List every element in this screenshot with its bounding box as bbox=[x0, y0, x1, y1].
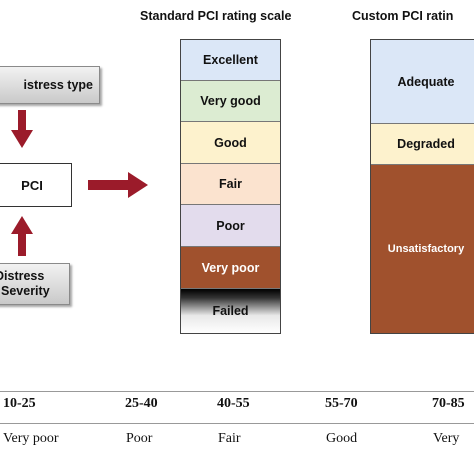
pci-box: PCI bbox=[0, 163, 72, 207]
rating-very-good: Very good bbox=[181, 81, 280, 122]
range-3: 40-55 bbox=[217, 396, 250, 411]
standard-scale-title: Standard PCI rating scale bbox=[140, 9, 292, 23]
label-4: Good bbox=[326, 431, 358, 446]
rating-poor: Poor bbox=[181, 205, 280, 247]
rating-good: Good bbox=[181, 122, 280, 164]
label-3: Fair bbox=[218, 431, 241, 446]
label-2: Poor bbox=[126, 431, 153, 446]
range-1: 10-25 bbox=[3, 396, 36, 411]
table-top-rule bbox=[0, 391, 474, 392]
rating-adequate: Adequate bbox=[371, 40, 474, 124]
table-mid-rule bbox=[0, 423, 474, 424]
distress-severity-line2: Severity bbox=[1, 284, 50, 298]
label-1: Very poor bbox=[3, 431, 59, 446]
range-5: 70-85 bbox=[432, 396, 465, 411]
distress-type-label: istress type bbox=[23, 78, 93, 92]
distress-severity-line1: Distress bbox=[0, 269, 45, 283]
pci-label: PCI bbox=[21, 177, 43, 193]
standard-scale: Excellent Very good Good Fair Poor Very … bbox=[180, 39, 281, 334]
distress-severity-box: Distress Severity bbox=[0, 263, 70, 305]
label-5: Very bbox=[433, 431, 460, 446]
rating-degraded: Degraded bbox=[371, 124, 474, 165]
range-2: 25-40 bbox=[125, 396, 158, 411]
down-arrow-icon bbox=[11, 110, 33, 148]
up-arrow-icon bbox=[11, 216, 33, 256]
rating-unsatisfactory: Unsatisfactory bbox=[371, 165, 474, 333]
distress-type-box: istress type bbox=[0, 66, 100, 104]
rating-excellent: Excellent bbox=[181, 40, 280, 81]
rating-very-poor: Very poor bbox=[181, 247, 280, 289]
custom-scale-title: Custom PCI ratin bbox=[352, 9, 454, 23]
rating-fair: Fair bbox=[181, 164, 280, 205]
range-4: 55-70 bbox=[325, 396, 358, 411]
right-arrow-icon bbox=[88, 172, 148, 198]
rating-failed: Failed bbox=[181, 289, 280, 333]
custom-scale: Adequate Degraded Unsatisfactory bbox=[370, 39, 474, 334]
